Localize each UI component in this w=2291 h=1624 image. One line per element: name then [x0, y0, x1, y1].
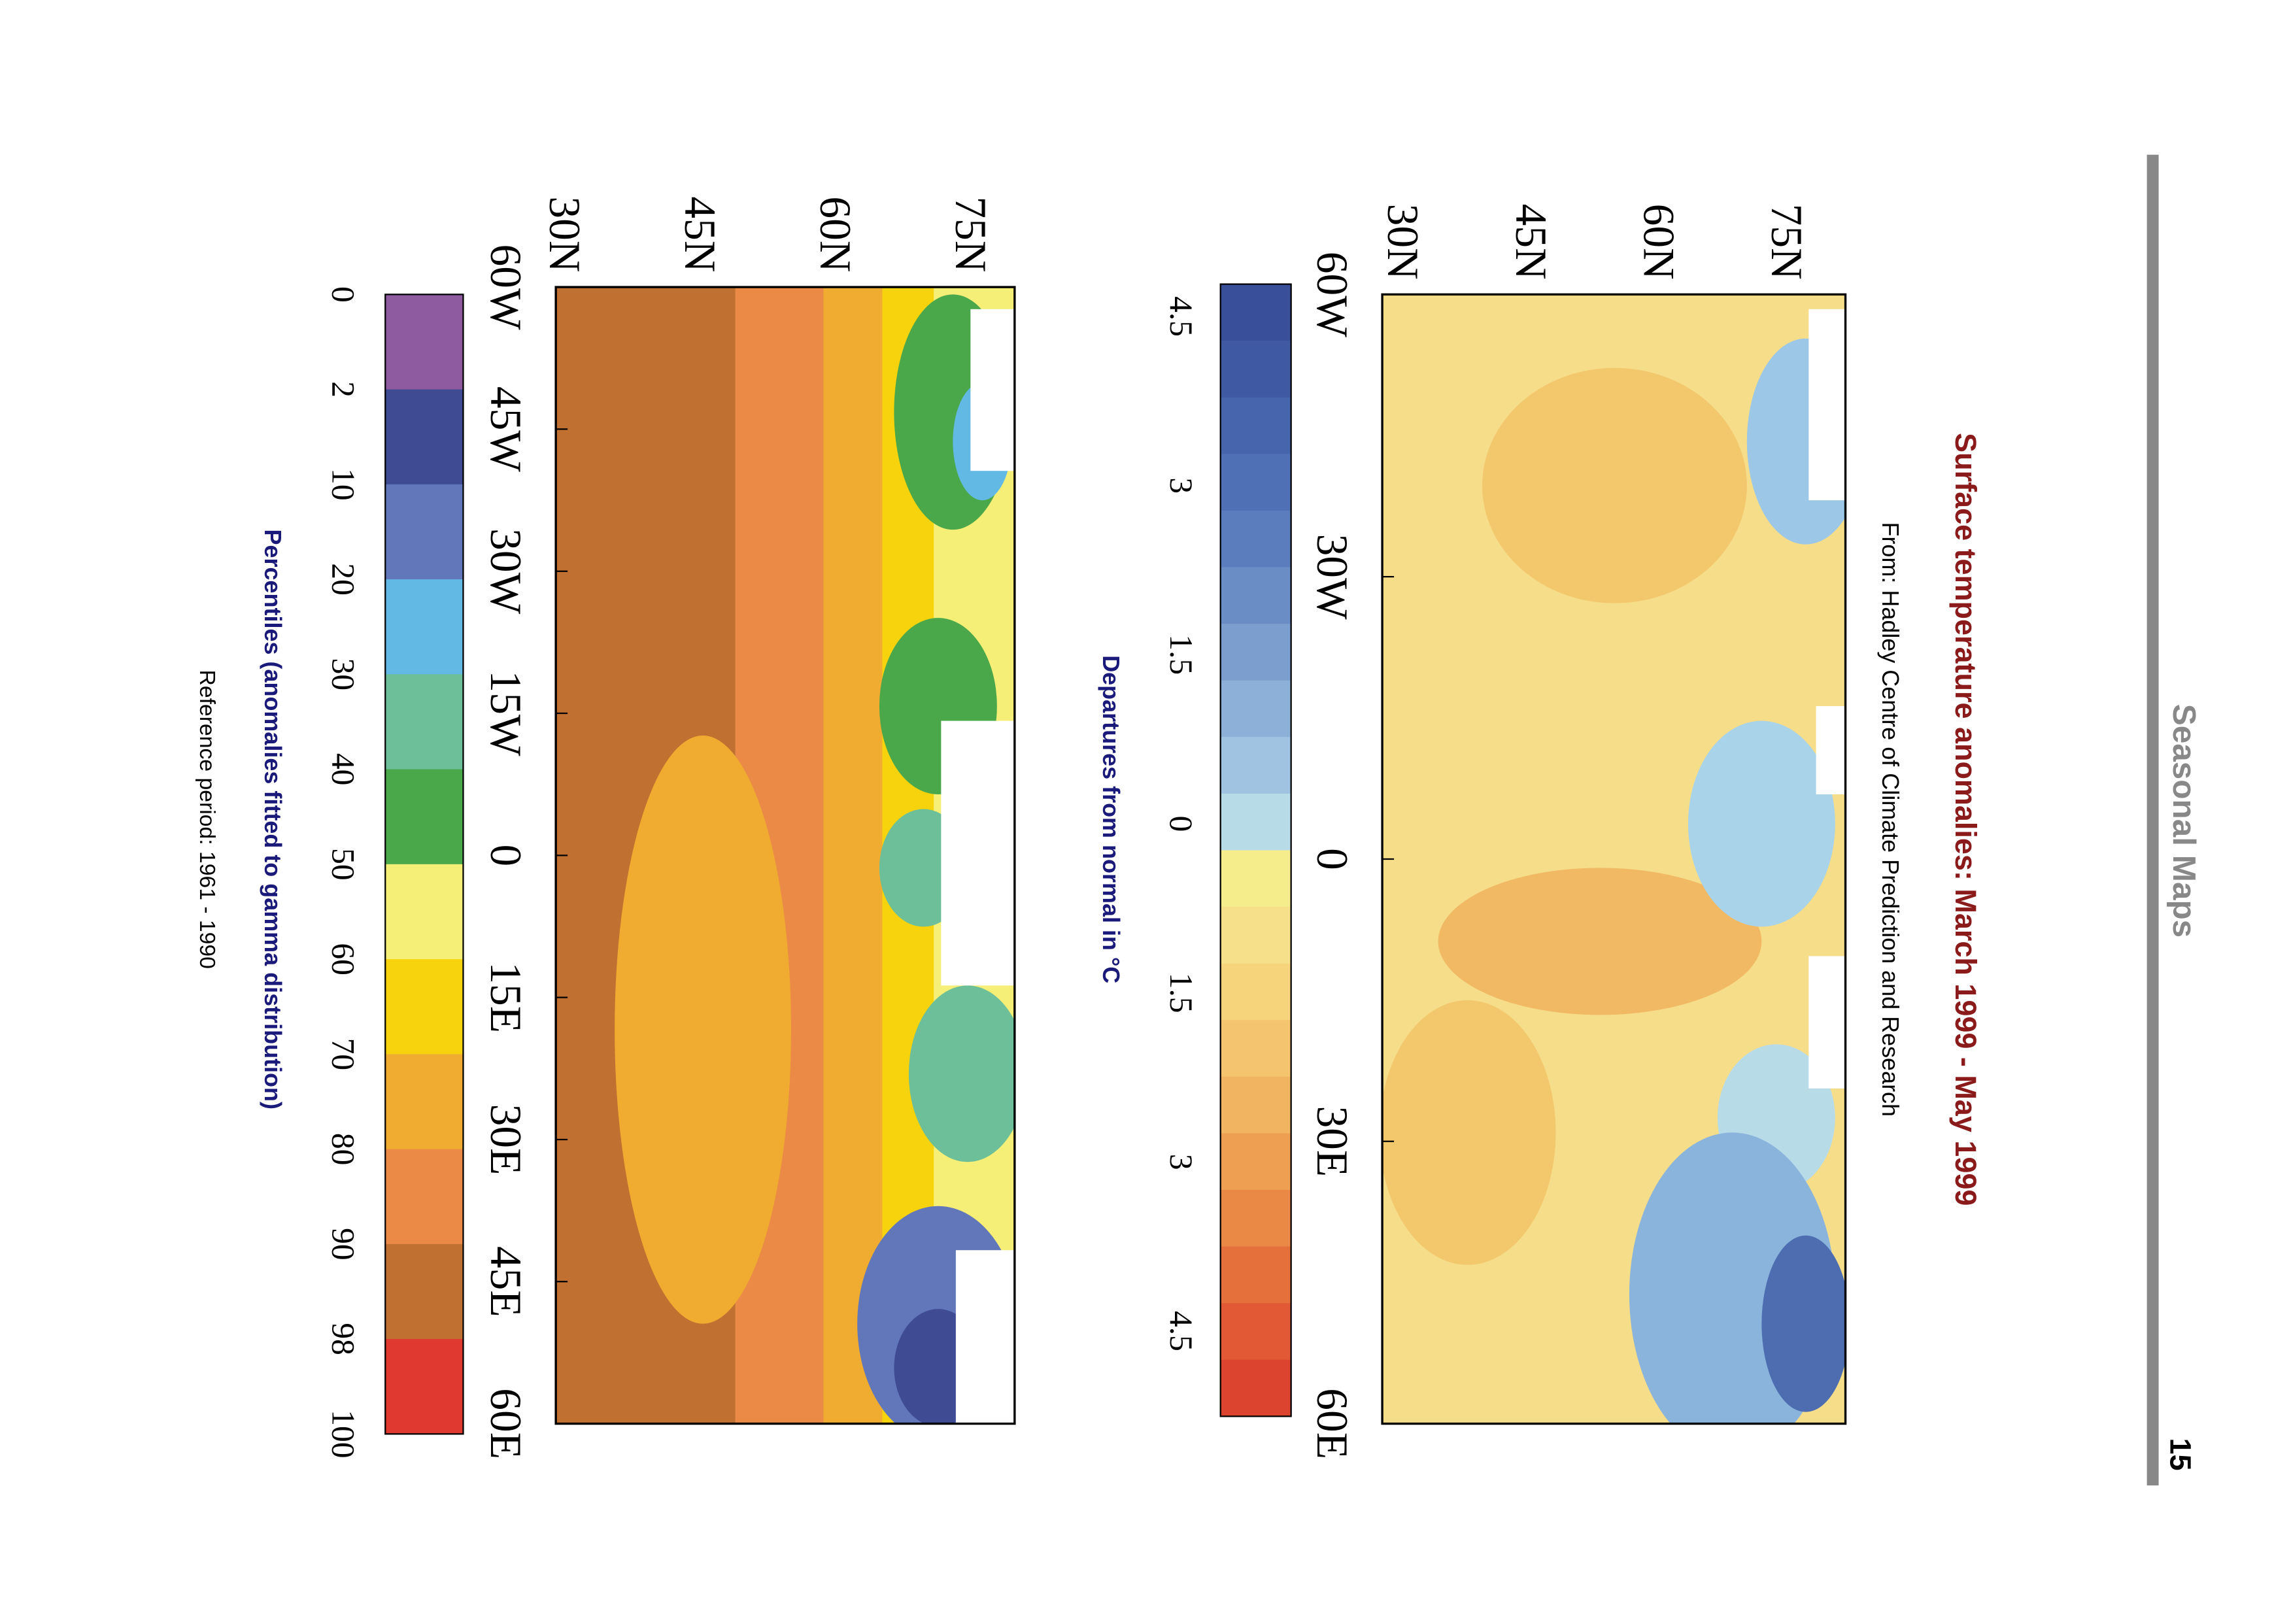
- colorbar-cell: [1220, 1133, 1291, 1191]
- header-rule: [2147, 154, 2159, 1486]
- colorbar-label: 50: [325, 848, 361, 880]
- colorbar-cell: [1220, 624, 1291, 681]
- lon-label: 30E: [1308, 1106, 1357, 1177]
- colorbar-cell: [1220, 284, 1291, 341]
- lon-label: 30W: [481, 528, 530, 614]
- section-title: Seasonal Maps: [2166, 704, 2202, 938]
- lat-label: 75N: [946, 196, 995, 272]
- lat-label: 75N: [1762, 204, 1811, 280]
- lon-label: 0: [481, 844, 530, 866]
- colorbar-cell: [1220, 793, 1291, 851]
- colorbar-label: 20: [325, 563, 361, 595]
- colorbar-label: 2: [325, 381, 361, 398]
- lon-label: 30W: [1308, 534, 1357, 620]
- colorbar-label: 4.5: [1163, 296, 1199, 337]
- colorbar-cell: [385, 1149, 464, 1245]
- lon-label: 45E: [481, 1246, 530, 1317]
- colorbar-cell: [385, 674, 464, 770]
- temperature-map: [1382, 294, 1846, 1424]
- colorbar-label: 30: [325, 658, 361, 690]
- colorbar-label: 80: [325, 1133, 361, 1165]
- colorbar-cell: [1220, 1303, 1291, 1361]
- lat-label: 30N: [540, 196, 589, 272]
- colorbar-cell: [1220, 1359, 1291, 1417]
- colorbar-cell: [1220, 907, 1291, 964]
- lon-label: 15W: [481, 670, 530, 756]
- lat-label: 60N: [811, 196, 860, 272]
- lat-label: 30N: [1378, 204, 1427, 280]
- colorbar-label: 60: [325, 943, 361, 975]
- colorbar-cell: [385, 1339, 464, 1435]
- colorbar-cell: [385, 959, 464, 1055]
- colorbar-label: 40: [325, 753, 361, 785]
- colorbar-cell: [385, 389, 464, 485]
- lon-label: 60E: [1308, 1388, 1357, 1459]
- lon-label: 15E: [481, 962, 530, 1033]
- lon-label: 60E: [481, 1388, 530, 1459]
- colorbar-label: 100: [325, 1410, 361, 1458]
- colorbar-cell: [1220, 397, 1291, 455]
- colorbar-cell: [1220, 850, 1291, 907]
- colorbar-cell: [385, 1243, 464, 1340]
- colorbar-cell: [1220, 1246, 1291, 1304]
- colorbar-cell: [1220, 1076, 1291, 1134]
- lon-label: 60W: [481, 245, 530, 330]
- colorbar-frame: [384, 294, 464, 1435]
- lat-label: 45N: [1506, 204, 1555, 280]
- lon-label: 30E: [481, 1104, 530, 1176]
- page-number: 15: [2164, 1438, 2198, 1471]
- source: From: Hadley Centre of Climate Predictio…: [1877, 522, 1904, 1117]
- title: Surface temperature anomalies: March 199…: [1949, 433, 1982, 1206]
- colorbar-label: 0: [325, 286, 361, 303]
- colorbar-cell: [385, 864, 464, 960]
- lat-label: 45N: [675, 196, 724, 272]
- lon-label: 45W: [481, 386, 530, 472]
- colorbar-label: 0: [1163, 816, 1199, 832]
- colorbar-cell: [1220, 567, 1291, 624]
- colorbar-cell: [1220, 737, 1291, 794]
- colorbar-label: 70: [325, 1038, 361, 1070]
- colorbar-cell: [1220, 680, 1291, 737]
- lon-label: 60W: [1308, 252, 1357, 337]
- colorbar-cell: [1220, 963, 1291, 1021]
- colorbar-label: 98: [325, 1323, 361, 1355]
- lat-label: 60N: [1634, 204, 1683, 280]
- lon-label: 0: [1308, 848, 1357, 870]
- colorbar-cell: [1220, 1020, 1291, 1077]
- colorbar-cell: [1220, 341, 1291, 398]
- colorbar-cell: [1220, 510, 1291, 568]
- colorbar-caption: Departures from normal in °C: [1098, 655, 1125, 983]
- reference-period: Reference period: 1961 - 1990: [195, 670, 220, 969]
- percentile-map: [556, 287, 1015, 1424]
- colorbar-cell: [385, 294, 464, 390]
- colorbar-label: 3: [1163, 477, 1199, 494]
- colorbar-cell: [385, 1054, 464, 1150]
- colorbar-cell: [385, 769, 464, 865]
- colorbar-frame: [1219, 283, 1292, 1417]
- colorbar-cell: [1220, 1190, 1291, 1247]
- colorbar-caption: Percentiles (anomalies fitted to gamma d…: [260, 530, 286, 1109]
- colorbar-cell: [385, 484, 464, 580]
- colorbar-label: 10: [325, 468, 361, 500]
- colorbar-label: 4.5: [1163, 1311, 1199, 1351]
- colorbar-label: 1.5: [1163, 634, 1199, 675]
- colorbar-label: 1.5: [1163, 973, 1199, 1013]
- colorbar-label: 90: [325, 1228, 361, 1260]
- colorbar-cell: [385, 579, 464, 675]
- colorbar-cell: [1220, 454, 1291, 511]
- colorbar-label: 3: [1163, 1154, 1199, 1170]
